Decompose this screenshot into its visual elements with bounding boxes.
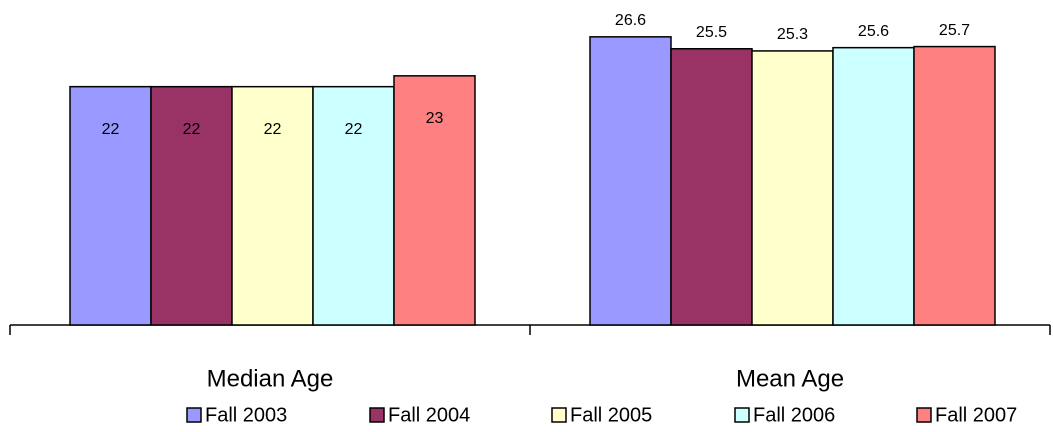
bar [69,85,152,326]
legend-swatch [916,407,932,423]
data-label: 22 [264,121,282,138]
legend-swatch [186,407,202,423]
category-label: Mean Age [736,365,844,392]
data-label: 22 [102,121,120,138]
legend-label: Fall 2007 [935,404,1017,426]
data-label: 22 [345,121,363,138]
category-label: Median Age [207,365,334,392]
bar [589,36,672,326]
legend-swatch [734,407,750,423]
bar [832,46,915,326]
bar [150,85,233,326]
bar [312,85,395,326]
bar [393,75,476,326]
data-label: 22 [183,121,201,138]
bar [670,48,753,326]
legend-label: Fall 2003 [205,404,287,426]
data-label: 26.6 [615,12,646,29]
legend-label: Fall 2004 [388,404,470,426]
legend-label: Fall 2005 [570,404,652,426]
data-label: 25.6 [858,23,889,40]
data-label: 25.7 [939,22,970,39]
data-label: 25.3 [777,26,808,43]
legend-label: Fall 2006 [753,404,835,426]
bar [751,50,834,326]
data-label: 25.5 [696,24,727,41]
data-label: 23 [426,110,444,127]
legend-swatch [369,407,385,423]
bar [913,45,996,326]
bar [231,85,314,326]
legend-swatch [551,407,567,423]
